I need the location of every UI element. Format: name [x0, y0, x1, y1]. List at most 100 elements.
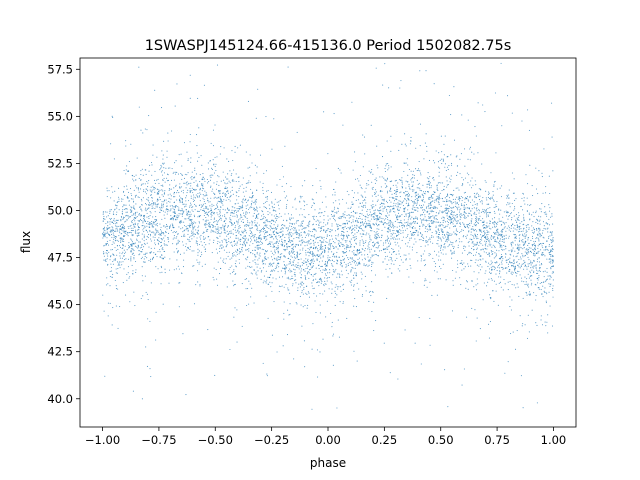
data-point [365, 226, 367, 228]
data-point [107, 315, 109, 317]
data-point [508, 215, 510, 217]
data-point [544, 270, 546, 272]
data-point [341, 243, 343, 245]
data-point [436, 231, 438, 233]
data-point [323, 222, 325, 224]
data-point [472, 226, 474, 228]
data-point [295, 222, 297, 224]
data-point [414, 206, 416, 209]
data-point [279, 253, 281, 255]
data-point [526, 230, 528, 232]
data-point [514, 208, 516, 210]
data-point [526, 252, 528, 254]
data-point [143, 253, 145, 255]
data-point [278, 291, 280, 293]
data-point [336, 294, 338, 296]
data-point [550, 216, 552, 218]
data-point [374, 209, 376, 211]
data-point [389, 219, 392, 221]
data-point [500, 261, 502, 263]
data-point [193, 214, 195, 216]
data-point [320, 253, 322, 255]
data-point [346, 244, 348, 246]
data-point [435, 218, 437, 220]
data-point [157, 268, 159, 270]
data-point [268, 243, 270, 245]
data-point [464, 212, 466, 214]
data-point [486, 226, 488, 228]
data-point [152, 185, 154, 187]
data-point [306, 273, 308, 275]
data-point [346, 237, 348, 239]
data-point [454, 217, 456, 219]
data-point [460, 224, 462, 226]
data-point [355, 306, 357, 308]
data-point [399, 204, 401, 206]
data-point [305, 254, 307, 256]
data-point [437, 198, 440, 200]
data-point [116, 211, 118, 213]
data-point [456, 201, 458, 204]
data-point [233, 210, 235, 212]
data-point [466, 254, 469, 256]
data-point [209, 201, 211, 203]
data-point [297, 252, 299, 254]
data-point [212, 145, 215, 147]
data-point [162, 249, 164, 251]
data-point [320, 278, 322, 280]
data-point [253, 302, 255, 304]
data-point [209, 225, 211, 227]
data-point [134, 226, 136, 228]
data-point [223, 258, 225, 260]
data-point [438, 212, 440, 214]
data-point [219, 245, 221, 247]
data-point [281, 240, 283, 242]
data-point [510, 272, 512, 274]
data-point [113, 235, 115, 237]
data-point [402, 224, 404, 226]
data-point [123, 186, 125, 188]
data-point [424, 227, 426, 229]
data-point [498, 232, 500, 234]
data-point [104, 232, 106, 234]
data-point [416, 169, 418, 172]
data-point [414, 217, 416, 219]
data-point [391, 260, 393, 262]
data-point [350, 222, 352, 224]
data-point [480, 219, 482, 222]
data-point [254, 201, 256, 203]
data-point [551, 239, 553, 241]
data-point [232, 179, 234, 181]
data-point [294, 199, 296, 201]
data-point [343, 232, 345, 234]
data-point [550, 250, 552, 252]
data-point [252, 243, 254, 245]
data-point [254, 220, 256, 222]
data-point [512, 241, 514, 243]
data-point [258, 254, 260, 256]
data-point [279, 259, 281, 261]
data-point [227, 212, 229, 214]
data-point [200, 209, 202, 211]
data-point [549, 207, 551, 209]
data-point [310, 242, 312, 244]
data-point [233, 254, 235, 256]
data-point [546, 223, 548, 225]
data-point [459, 222, 461, 224]
data-point [186, 192, 188, 194]
data-point [325, 241, 327, 243]
data-point [172, 211, 174, 213]
data-point [396, 226, 398, 228]
data-point [499, 213, 501, 215]
data-point [371, 254, 373, 256]
data-point [542, 281, 544, 283]
data-point [113, 218, 115, 220]
data-point [139, 247, 141, 249]
data-point [473, 207, 475, 209]
data-point [289, 313, 291, 316]
data-point [420, 363, 422, 365]
data-point [220, 233, 222, 235]
data-point [361, 209, 363, 211]
data-point [391, 237, 394, 239]
data-point [296, 232, 298, 234]
